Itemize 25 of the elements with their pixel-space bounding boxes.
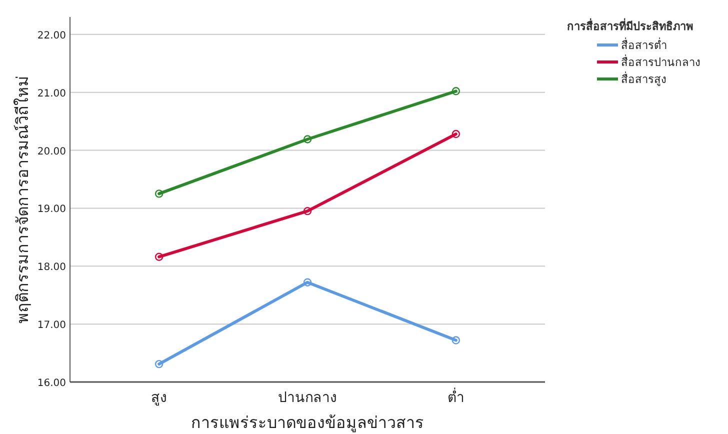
y-tick-label: 21.00 xyxy=(37,88,66,100)
x-axis-title: การแพร่ระบาดของข้อมูลข่าวสาร xyxy=(191,413,424,433)
point xyxy=(303,206,312,216)
y-tick-label: 16.00 xyxy=(37,378,66,389)
point xyxy=(303,278,312,286)
point xyxy=(154,252,164,261)
legend-title: การสื่อสารที่มีประสิทธิภาพ xyxy=(567,18,693,33)
point xyxy=(452,130,460,138)
y-tick-label: 19.00 xyxy=(37,204,66,216)
x-tick-label: ต่ำ xyxy=(447,388,464,406)
point xyxy=(452,87,460,96)
point xyxy=(452,336,460,344)
y-tick-label: 17.00 xyxy=(37,320,66,332)
legend-label: สื่อสารปานกลาง xyxy=(621,54,700,69)
point xyxy=(303,135,312,144)
y-tick-label: 18.00 xyxy=(37,262,66,274)
legend-label: สื่อสารต่ำ xyxy=(621,37,667,52)
point xyxy=(154,190,164,198)
x-tick-label: สูง xyxy=(151,390,168,406)
y-tick-label: 20.00 xyxy=(37,146,66,158)
x-tick-label: ปานกลาง xyxy=(278,390,337,406)
y-tick-label: 22.00 xyxy=(37,30,66,42)
legend-label: สื่อสารสูง xyxy=(621,71,666,86)
y-axis-title: พฤติกรรมการจัดการอารมณ์วิถีใหม่ xyxy=(13,76,32,324)
point xyxy=(154,360,164,368)
